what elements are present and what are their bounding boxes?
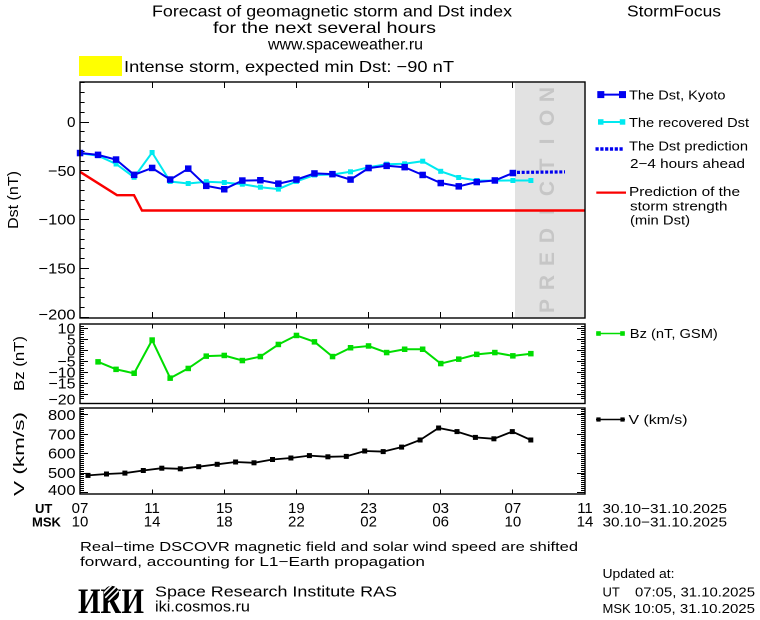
svg-text:30.10−31.10.2025: 30.10−31.10.2025 bbox=[603, 515, 728, 530]
svg-text:for the next several hours: for the next several hours bbox=[213, 20, 436, 37]
svg-text:06: 06 bbox=[432, 514, 449, 531]
svg-text:Dst (nT): Dst (nT) bbox=[5, 171, 22, 229]
svg-text:07:05, 31.10.2025: 07:05, 31.10.2025 bbox=[635, 585, 755, 600]
svg-text:The Dst prediction: The Dst prediction bbox=[629, 139, 748, 154]
svg-text:E: E bbox=[536, 252, 559, 266]
svg-text:11: 11 bbox=[144, 500, 160, 517]
svg-text:19: 19 bbox=[288, 500, 305, 517]
svg-text:−5: −5 bbox=[58, 353, 76, 370]
svg-text:N: N bbox=[536, 87, 559, 102]
svg-text:Space Research Institute RAS: Space Research Institute RAS bbox=[155, 584, 397, 601]
svg-text:V (km/s): V (km/s) bbox=[629, 412, 688, 427]
svg-text:07: 07 bbox=[72, 500, 89, 517]
svg-text:07: 07 bbox=[505, 500, 522, 517]
svg-text:02: 02 bbox=[360, 514, 377, 531]
svg-text:MSK: MSK bbox=[32, 515, 62, 530]
svg-text:iki.cosmos.ru: iki.cosmos.ru bbox=[155, 599, 250, 616]
svg-text:03: 03 bbox=[432, 500, 449, 517]
svg-text:2−4 hours ahead: 2−4 hours ahead bbox=[630, 156, 745, 171]
svg-text:−20: −20 bbox=[49, 392, 76, 409]
svg-text:StormFocus: StormFocus bbox=[627, 4, 721, 21]
svg-text:800: 800 bbox=[48, 407, 76, 424]
svg-text:Intense storm, expected min Ds: Intense storm, expected min Dst: −90 nT bbox=[124, 59, 454, 76]
svg-text:I: I bbox=[536, 209, 559, 215]
svg-text:−15: −15 bbox=[49, 375, 76, 392]
svg-text:−150: −150 bbox=[39, 260, 76, 277]
svg-text:14: 14 bbox=[577, 514, 594, 531]
svg-text:UT: UT bbox=[35, 501, 52, 516]
svg-text:Real−time DSCOVR magnetic fiel: Real−time DSCOVR magnetic field and sola… bbox=[80, 539, 578, 554]
svg-text:Updated at:: Updated at: bbox=[603, 566, 675, 581]
svg-text:storm strength: storm strength bbox=[630, 199, 728, 214]
svg-text:O: O bbox=[536, 110, 559, 126]
svg-text:MSK: MSK bbox=[603, 601, 632, 616]
svg-text:10: 10 bbox=[505, 514, 522, 531]
svg-text:UT: UT bbox=[603, 585, 620, 600]
svg-text:The Dst, Kyoto: The Dst, Kyoto bbox=[629, 87, 726, 102]
svg-text:10:05, 31.10.2025: 10:05, 31.10.2025 bbox=[634, 601, 755, 616]
svg-text:14: 14 bbox=[144, 514, 161, 531]
svg-text:10: 10 bbox=[58, 320, 76, 337]
svg-text:T: T bbox=[536, 158, 559, 171]
svg-text:I: I bbox=[536, 139, 559, 145]
svg-text:−100: −100 bbox=[39, 212, 76, 229]
svg-text:30.10−31.10.2025: 30.10−31.10.2025 bbox=[603, 501, 728, 516]
svg-text:Bz (nT, GSM): Bz (nT, GSM) bbox=[630, 326, 718, 341]
svg-text:www.spaceweather.ru: www.spaceweather.ru bbox=[267, 37, 423, 54]
svg-text:−10: −10 bbox=[49, 364, 76, 381]
svg-text:C: C bbox=[536, 181, 559, 196]
svg-text:600: 600 bbox=[48, 446, 76, 463]
svg-text:23: 23 bbox=[360, 500, 377, 517]
svg-text:The recovered Dst: The recovered Dst bbox=[629, 115, 749, 130]
svg-text:500: 500 bbox=[48, 465, 76, 482]
svg-text:V (km/s): V (km/s) bbox=[11, 412, 28, 496]
svg-text:(min Dst): (min Dst) bbox=[630, 213, 690, 228]
svg-text:R: R bbox=[536, 275, 559, 290]
svg-text:700: 700 bbox=[48, 426, 76, 443]
svg-text:forward, accounting for L1−Ear: forward, accounting for L1−Earth propaga… bbox=[80, 554, 425, 569]
svg-text:−200: −200 bbox=[39, 307, 76, 324]
svg-text:−50: −50 bbox=[48, 163, 76, 180]
svg-text:18: 18 bbox=[216, 514, 233, 531]
svg-text:15: 15 bbox=[216, 500, 233, 517]
svg-text:5: 5 bbox=[67, 331, 76, 348]
svg-text:0: 0 bbox=[67, 342, 76, 359]
svg-text:Prediction of the: Prediction of the bbox=[629, 184, 740, 199]
svg-text:D: D bbox=[536, 228, 559, 243]
svg-text:P: P bbox=[536, 299, 559, 313]
svg-text:Bz (nT): Bz (nT) bbox=[11, 336, 28, 391]
svg-text:Forecast of geomagnetic storm: Forecast of geomagnetic storm and Dst in… bbox=[152, 4, 512, 21]
svg-text:10: 10 bbox=[72, 514, 89, 531]
svg-text:0: 0 bbox=[67, 114, 76, 131]
svg-text:22: 22 bbox=[288, 514, 305, 531]
svg-text:11: 11 bbox=[577, 500, 593, 517]
svg-text:400: 400 bbox=[48, 482, 76, 499]
